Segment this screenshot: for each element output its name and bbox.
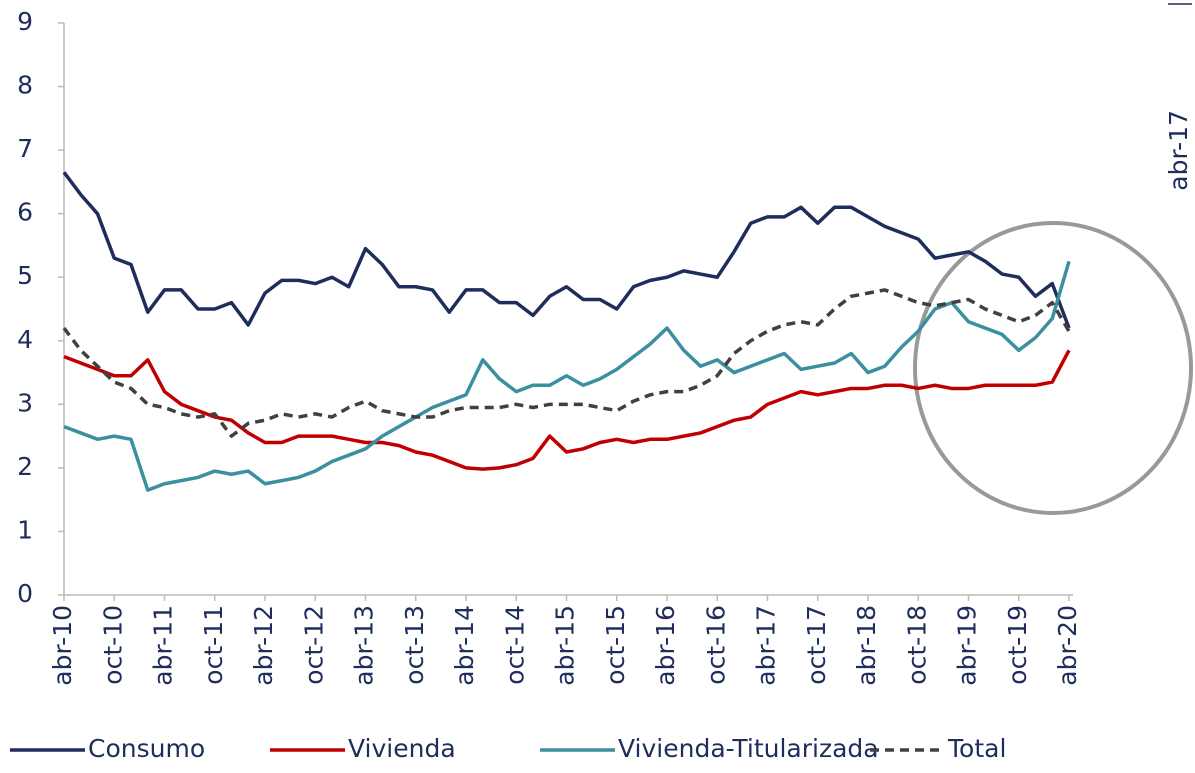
x-tick-label: abr-17 bbox=[752, 605, 781, 686]
x-tick-label: abr-14 bbox=[450, 605, 479, 686]
x-tick-label: abr-12 bbox=[249, 605, 278, 686]
legend-label: Vivienda-Titularizada bbox=[618, 734, 879, 763]
x-tick-label: abr-20 bbox=[1053, 605, 1082, 686]
x-tick-label: abr-10 bbox=[48, 605, 77, 686]
x-tick-label: oct-18 bbox=[902, 605, 931, 685]
y-tick-label: 9 bbox=[17, 7, 33, 36]
y-tick-label: 4 bbox=[17, 325, 33, 354]
highlight-ellipse bbox=[913, 221, 1193, 515]
x-tick-label: abr-13 bbox=[350, 605, 379, 686]
x-tick-label: oct-15 bbox=[601, 605, 630, 685]
x-tick-label: oct-11 bbox=[199, 605, 228, 685]
x-tick-label: abr-16 bbox=[651, 605, 680, 686]
x-tick-label: oct-10 bbox=[98, 605, 127, 685]
series-line bbox=[62, 171, 1071, 329]
legend-label: Consumo bbox=[88, 734, 205, 763]
series-line bbox=[62, 288, 1071, 438]
y-tick-label: 2 bbox=[17, 452, 33, 481]
x-tick-label: oct-13 bbox=[400, 605, 429, 685]
x-tick-label: abr-18 bbox=[852, 605, 881, 686]
y-tick-label: 7 bbox=[17, 134, 33, 163]
legend-label: Total bbox=[947, 734, 1006, 763]
series-line bbox=[63, 260, 1071, 492]
y-tick-label: 0 bbox=[17, 579, 33, 608]
annotation: abr-17 bbox=[1164, 110, 1193, 191]
x-tick-label: abr-15 bbox=[551, 605, 580, 686]
y-tick-label: 3 bbox=[17, 388, 33, 417]
x-tick-label: oct-17 bbox=[802, 605, 831, 685]
series-line bbox=[63, 349, 1071, 471]
x-tick-label: oct-19 bbox=[1003, 605, 1032, 685]
x-tick-label: abr-11 bbox=[149, 605, 178, 686]
x-tick-label: oct-12 bbox=[299, 605, 328, 685]
legend-label: Vivienda bbox=[348, 734, 456, 763]
x-tick-label: oct-14 bbox=[500, 605, 529, 685]
y-tick-label: 6 bbox=[17, 198, 33, 227]
x-tick-label: abr-19 bbox=[953, 605, 982, 686]
y-tick-label: 8 bbox=[17, 71, 33, 100]
y-tick-label: 5 bbox=[17, 261, 33, 290]
y-tick-label: 1 bbox=[17, 515, 33, 544]
x-tick-label: oct-16 bbox=[701, 605, 730, 685]
